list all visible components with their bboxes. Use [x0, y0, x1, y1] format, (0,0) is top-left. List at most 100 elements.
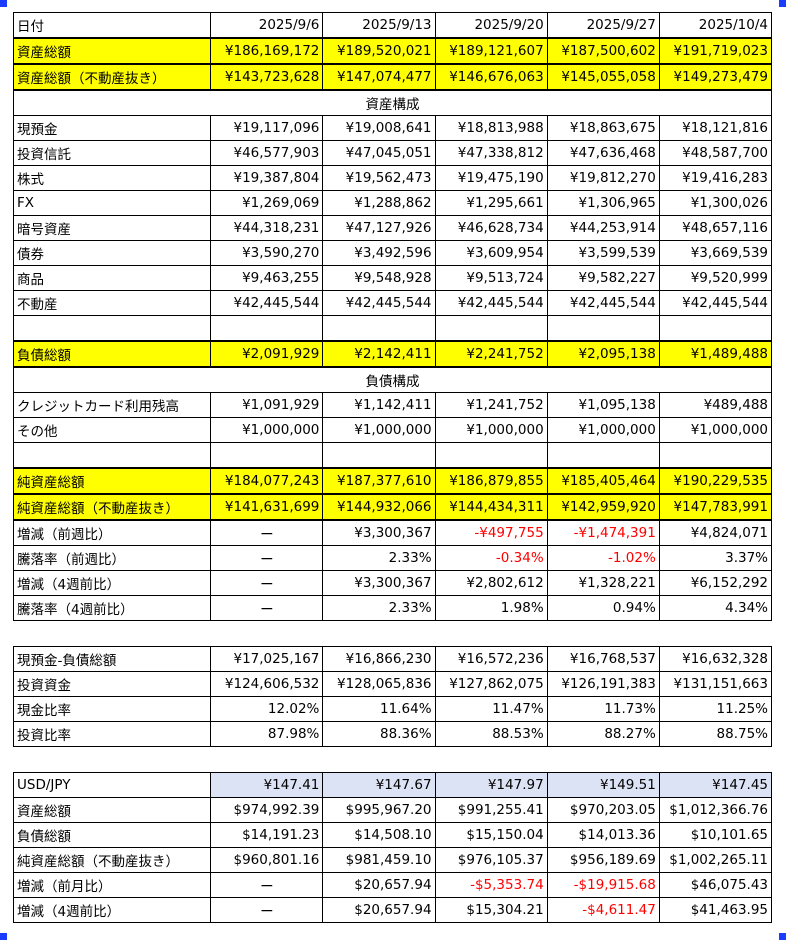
value-cell[interactable]: ¥42,445,544: [546, 290, 660, 316]
value-cell[interactable]: $981,459.10: [322, 847, 436, 873]
value-cell[interactable]: ¥2,142,411: [322, 340, 436, 368]
value-cell[interactable]: 87.98%: [210, 721, 324, 747]
value-cell[interactable]: ¥147,074,477: [322, 63, 436, 91]
value-cell[interactable]: ¥187,500,602: [546, 37, 660, 65]
value-cell[interactable]: ¥144,434,311: [434, 493, 548, 521]
value-cell[interactable]: ¥9,513,724: [434, 265, 548, 291]
row-label-cell[interactable]: 債券: [12, 240, 212, 266]
value-cell[interactable]: ¥142,959,920: [546, 493, 660, 521]
empty-cell[interactable]: [658, 442, 773, 469]
row-label-cell[interactable]: 騰落率（4週前比）: [12, 595, 212, 621]
empty-cell[interactable]: [12, 442, 212, 469]
empty-cell[interactable]: [546, 442, 660, 469]
value-cell[interactable]: 88.27%: [546, 721, 660, 747]
row-label-cell[interactable]: 騰落率（前週比）: [12, 545, 212, 571]
value-cell[interactable]: $956,189.69: [546, 847, 660, 873]
empty-cell[interactable]: [434, 315, 548, 342]
value-cell[interactable]: ¥3,590,270: [210, 240, 324, 266]
row-label-cell[interactable]: 株式: [12, 165, 212, 191]
value-cell[interactable]: ¥17,025,167: [210, 646, 324, 672]
value-cell[interactable]: ¥145,055,058: [546, 63, 660, 91]
row-label-cell[interactable]: 増減（4週前比）: [12, 897, 212, 923]
value-cell[interactable]: -¥1,474,391: [546, 519, 660, 546]
value-cell[interactable]: ¥9,520,999: [658, 265, 773, 291]
value-cell[interactable]: ¥19,117,096: [210, 115, 324, 141]
value-cell[interactable]: ー: [210, 897, 324, 923]
selection-handle-bottom-left[interactable]: [0, 933, 7, 940]
value-cell[interactable]: ¥489,488: [658, 392, 773, 418]
value-cell[interactable]: -1.02%: [546, 545, 660, 571]
value-cell[interactable]: ¥47,127,926: [322, 215, 436, 241]
row-label-cell[interactable]: 不動産: [12, 290, 212, 316]
value-cell[interactable]: ¥48,657,116: [658, 215, 773, 241]
value-cell[interactable]: ¥1,269,069: [210, 190, 324, 216]
value-cell[interactable]: ¥19,008,641: [322, 115, 436, 141]
value-cell[interactable]: ¥42,445,544: [322, 290, 436, 316]
value-cell[interactable]: ¥2,241,752: [434, 340, 548, 368]
value-cell[interactable]: ¥147.97: [434, 772, 548, 798]
value-cell[interactable]: ¥124,606,532: [210, 671, 324, 697]
value-cell[interactable]: $960,801.16: [210, 847, 324, 873]
value-cell[interactable]: 88.36%: [322, 721, 436, 747]
value-cell[interactable]: ¥48,587,700: [658, 140, 773, 166]
value-cell[interactable]: 11.47%: [434, 696, 548, 722]
row-label-cell[interactable]: 純資産総額: [12, 467, 212, 495]
value-cell[interactable]: 88.53%: [434, 721, 548, 747]
empty-cell[interactable]: [12, 315, 212, 342]
value-cell[interactable]: ¥1,288,862: [322, 190, 436, 216]
value-cell[interactable]: ¥1,489,488: [658, 340, 773, 368]
row-label-cell[interactable]: USD/JPY: [12, 772, 212, 798]
row-label-cell[interactable]: 投資比率: [12, 721, 212, 747]
selection-handle-top-left[interactable]: [0, 0, 7, 7]
value-cell[interactable]: ¥2,802,612: [434, 570, 548, 596]
row-label-cell[interactable]: 増減（前週比）: [12, 519, 212, 546]
value-cell[interactable]: ¥1,328,221: [546, 570, 660, 596]
value-cell[interactable]: ¥1,306,965: [546, 190, 660, 216]
value-cell[interactable]: ¥2,095,138: [546, 340, 660, 368]
value-cell[interactable]: -$5,353.74: [434, 872, 548, 898]
value-cell[interactable]: ¥19,562,473: [322, 165, 436, 191]
value-cell[interactable]: ¥47,338,812: [434, 140, 548, 166]
row-label-cell[interactable]: 純資産総額（不動産抜き）: [12, 493, 212, 521]
row-label-cell[interactable]: 負債総額: [12, 340, 212, 368]
empty-cell[interactable]: [210, 442, 324, 469]
value-cell[interactable]: ¥141,631,699: [210, 493, 324, 521]
selection-handle-bottom-right[interactable]: [779, 933, 786, 940]
value-cell[interactable]: -0.34%: [434, 545, 548, 571]
value-cell[interactable]: ¥1,300,026: [658, 190, 773, 216]
value-cell[interactable]: ¥191,719,023: [658, 37, 773, 65]
value-cell[interactable]: $20,657.94: [322, 897, 436, 923]
value-cell[interactable]: ¥189,121,607: [434, 37, 548, 65]
row-label-cell[interactable]: クレジットカード利用残高: [12, 392, 212, 418]
value-cell[interactable]: $10,101.65: [658, 822, 773, 848]
value-cell[interactable]: $14,013.36: [546, 822, 660, 848]
value-cell[interactable]: ¥185,405,464: [546, 467, 660, 495]
value-cell[interactable]: ー: [210, 545, 324, 571]
empty-cell[interactable]: [658, 315, 773, 342]
value-cell[interactable]: ¥1,241,752: [434, 392, 548, 418]
value-cell[interactable]: ¥187,377,610: [322, 467, 436, 495]
row-label-cell[interactable]: 投資資金: [12, 671, 212, 697]
value-cell[interactable]: ー: [210, 595, 324, 621]
value-cell[interactable]: ¥1,000,000: [434, 417, 548, 443]
value-cell[interactable]: ¥44,253,914: [546, 215, 660, 241]
row-label-cell[interactable]: 負債総額: [12, 822, 212, 848]
row-label-cell[interactable]: 現預金: [12, 115, 212, 141]
row-label-cell[interactable]: 資産総額: [12, 797, 212, 823]
value-cell[interactable]: ¥16,632,328: [658, 646, 773, 672]
value-cell[interactable]: $1,012,366.76: [658, 797, 773, 823]
row-label-cell[interactable]: 投資信託: [12, 140, 212, 166]
value-cell[interactable]: ¥127,862,075: [434, 671, 548, 697]
value-cell[interactable]: 11.25%: [658, 696, 773, 722]
value-cell[interactable]: ¥46,628,734: [434, 215, 548, 241]
value-cell[interactable]: ¥1,000,000: [658, 417, 773, 443]
value-cell[interactable]: ¥6,152,292: [658, 570, 773, 596]
value-cell[interactable]: -$4,611.47: [546, 897, 660, 923]
value-cell[interactable]: $995,967.20: [322, 797, 436, 823]
row-label-cell[interactable]: FX: [12, 190, 212, 216]
value-cell[interactable]: ¥3,300,367: [322, 570, 436, 596]
value-cell[interactable]: 11.73%: [546, 696, 660, 722]
value-cell[interactable]: ¥3,609,954: [434, 240, 548, 266]
value-cell[interactable]: ¥190,229,535: [658, 467, 773, 495]
value-cell[interactable]: ¥1,095,138: [546, 392, 660, 418]
